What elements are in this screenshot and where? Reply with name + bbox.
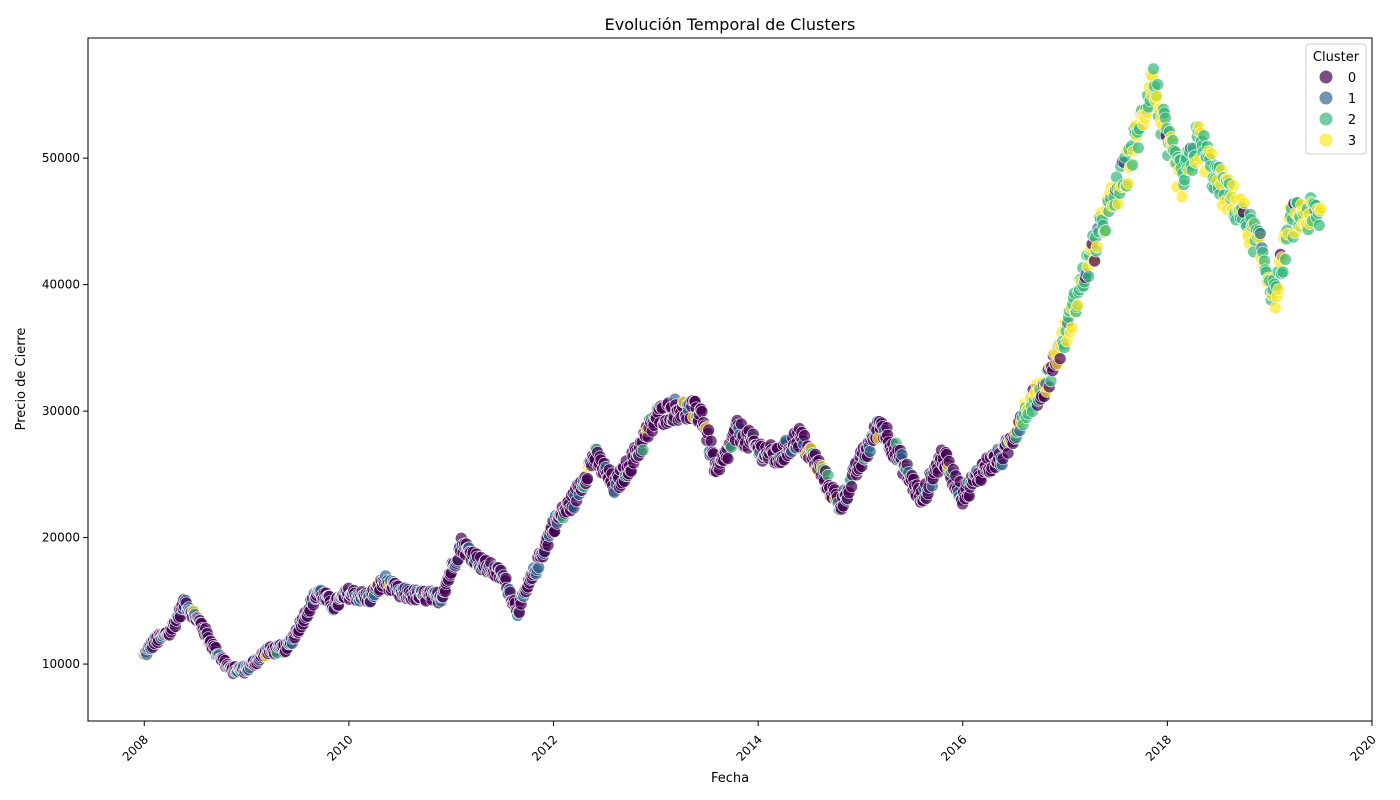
- data-point-cluster-2: [1159, 111, 1172, 125]
- data-points: [138, 62, 1328, 680]
- data-point-cluster-3: [1111, 197, 1125, 211]
- data-point-cluster-2: [1151, 78, 1164, 91]
- data-point-cluster-0: [1053, 352, 1067, 366]
- x-tick-label: 2018: [1143, 732, 1174, 763]
- plot-frame: [87, 37, 1373, 722]
- legend-marker-2: [1318, 111, 1334, 127]
- data-point-cluster-2: [636, 443, 650, 457]
- x-tick-label: 2016: [938, 732, 969, 763]
- data-point-cluster-2: [1082, 270, 1095, 283]
- legend-label-0: 0: [1348, 71, 1356, 86]
- data-point-cluster-3: [1272, 283, 1286, 296]
- legend: Cluster 0 1 2 3: [1305, 43, 1367, 155]
- data-point-cluster-3: [1314, 202, 1328, 215]
- legend-marker-1: [1318, 90, 1334, 106]
- data-point-cluster-2: [1132, 141, 1145, 155]
- data-point-cluster-3: [1090, 240, 1104, 254]
- x-tick-label: 2020: [1347, 732, 1378, 763]
- x-tick-label: 2014: [734, 732, 765, 763]
- x-tick-label: 2010: [324, 732, 355, 763]
- data-point-cluster-2: [1044, 374, 1058, 388]
- data-point-cluster-3: [1175, 190, 1189, 204]
- data-point-cluster-3: [1065, 321, 1079, 335]
- legend-marker-0: [1318, 69, 1334, 85]
- data-point-cluster-1: [532, 561, 546, 574]
- legend-label-1: 1: [1348, 92, 1356, 107]
- data-point-cluster-3: [1150, 90, 1164, 103]
- data-point-cluster-2: [1276, 265, 1290, 279]
- x-tick-label: 2012: [529, 732, 560, 763]
- data-point-cluster-1: [1254, 227, 1267, 240]
- x-tick-label: 2008: [120, 732, 151, 763]
- y-tick-label: 30000: [42, 404, 80, 418]
- data-point-cluster-1: [863, 445, 877, 458]
- data-point-cluster-0: [702, 423, 715, 437]
- data-point-cluster-2: [1197, 129, 1211, 142]
- data-point-cluster-3: [1071, 298, 1085, 312]
- legend-marker-3: [1318, 132, 1334, 148]
- data-point-cluster-0: [581, 472, 594, 486]
- y-axis-ticks: 10000 20000 30000 40000 50000: [42, 151, 88, 671]
- chart-title: Evolución Temporal de Clusters: [605, 15, 856, 34]
- plot-area: [88, 38, 1372, 721]
- data-point-cluster-2: [1099, 224, 1112, 237]
- data-point-cluster-2: [1147, 62, 1160, 76]
- legend-title: Cluster: [1313, 50, 1360, 65]
- y-axis-label: Precio de Cierre: [14, 328, 29, 431]
- data-point-cluster-3: [1238, 196, 1251, 210]
- data-point-cluster-0: [704, 434, 718, 448]
- data-point-cluster-0: [845, 480, 858, 493]
- data-point-cluster-0: [721, 452, 735, 465]
- data-point-cluster-3: [1269, 301, 1282, 315]
- data-point-cluster-3: [1205, 147, 1218, 160]
- y-tick-label: 40000: [42, 278, 80, 292]
- data-point-cluster-2: [1279, 253, 1292, 266]
- x-axis-ticks: 2008 2010 2012 2014 2016 2018 2020: [120, 721, 1379, 764]
- y-tick-label: 50000: [42, 151, 80, 165]
- data-point-cluster-0: [695, 405, 709, 418]
- legend-label-3: 3: [1348, 134, 1356, 149]
- legend-label-2: 2: [1348, 113, 1356, 128]
- y-tick-label: 20000: [42, 531, 80, 545]
- data-point-cluster-3: [1227, 179, 1240, 192]
- data-point-cluster-2: [1126, 158, 1139, 172]
- data-point-cluster-3: [1122, 177, 1135, 190]
- y-tick-label: 10000: [42, 657, 80, 671]
- x-axis-label: Fecha: [711, 771, 749, 786]
- data-point-cluster-2: [1312, 219, 1326, 232]
